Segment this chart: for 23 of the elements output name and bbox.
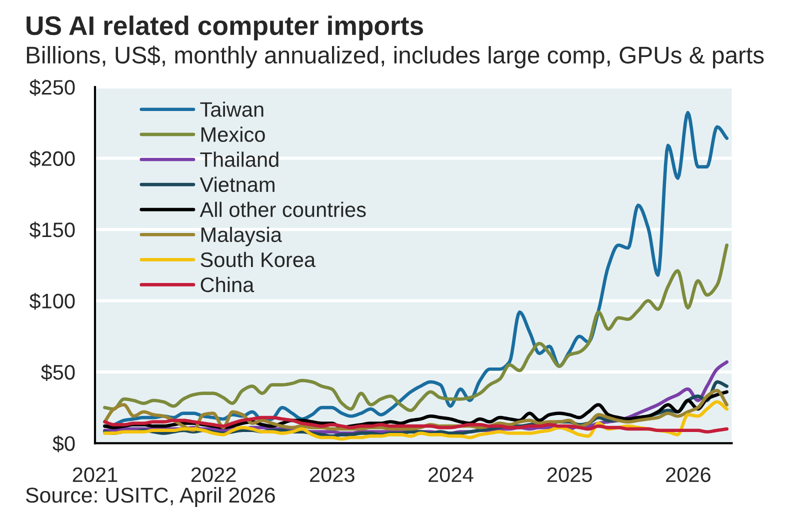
y-tick-label: $200 [29, 150, 75, 168]
x-tick-label: 2021 [72, 467, 118, 482]
y-tick-label: $100 [29, 292, 75, 310]
legend-label: Vietnam [200, 176, 274, 192]
x-tick-label: 2024 [428, 467, 474, 482]
legend-label: Mexico [201, 126, 265, 142]
legend-label: Taiwan [200, 102, 264, 117]
legend-label: South Korea [200, 252, 316, 268]
source-note: Source: USITC, April 2026 [26, 487, 275, 507]
legend-label: Malaysia [201, 226, 282, 246]
chart-title: US AI related computer imports [26, 16, 423, 40]
x-tick-label: 2026 [666, 467, 710, 482]
x-tick-label: 2023 [310, 467, 354, 482]
y-tick-label: $250 [29, 79, 75, 96]
y-tick-label: $50 [41, 364, 75, 381]
legend-label: Thailand [200, 152, 278, 167]
legend-label: China [200, 276, 254, 292]
x-tick-label: 2022 [191, 467, 236, 482]
x-tick-label: 2025 [547, 467, 592, 482]
chart-subtitle: Billions, US$, monthly annualized, includes large comp, GPUs & parts [26, 46, 764, 68]
legend-label: All other countries [200, 202, 366, 218]
y-tick-label: $150 [29, 222, 75, 238]
y-tick-label: $0 [52, 435, 75, 452]
